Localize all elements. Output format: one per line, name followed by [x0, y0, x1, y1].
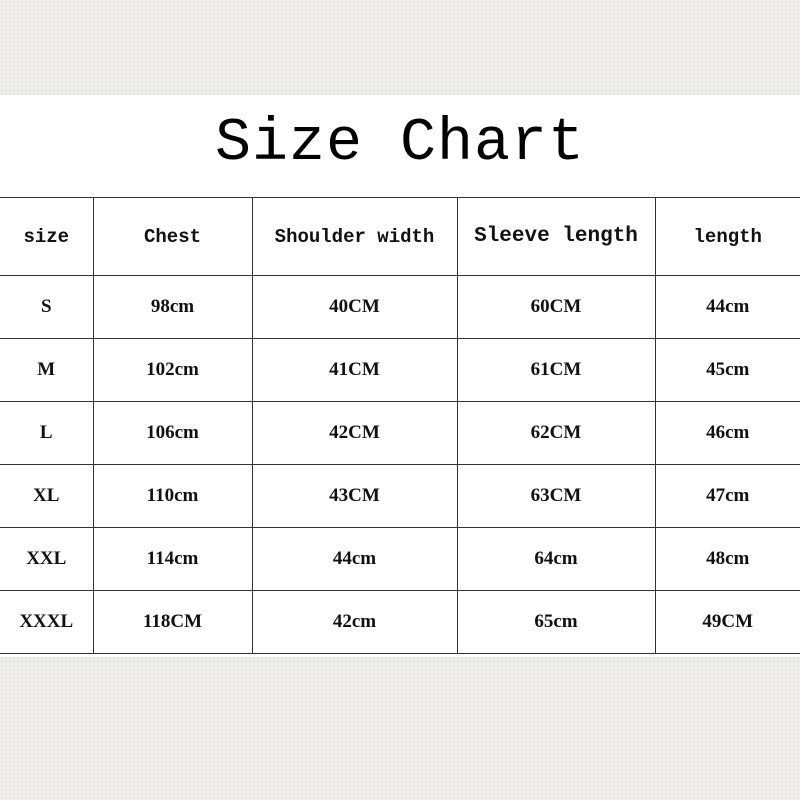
cell-chest: 106cm — [92, 401, 253, 465]
cell-sleeve-length: 63CM — [456, 464, 656, 528]
cell-sleeve-length: 61CM — [456, 338, 656, 402]
cell-sleeve-length: 65cm — [456, 590, 656, 654]
table-row: XXXL 118CM 42cm 65cm 49CM — [0, 590, 800, 654]
header-sleeve-length: Sleeve length — [456, 197, 656, 276]
header-shoulder-width: Shoulder width — [251, 197, 458, 276]
cell-shoulder-width: 41CM — [251, 338, 458, 402]
cell-size: L — [0, 401, 94, 465]
table-row: XL 110cm 43CM 63CM 47cm — [0, 464, 800, 528]
cell-chest: 114cm — [92, 527, 253, 591]
cell-shoulder-width: 42CM — [251, 401, 458, 465]
size-table: size Chest Shoulder width Sleeve length … — [0, 197, 800, 654]
cell-shoulder-width: 40CM — [251, 275, 458, 339]
cell-length: 44cm — [654, 275, 800, 339]
cell-shoulder-width: 42cm — [251, 590, 458, 654]
table-row: M 102cm 41CM 61CM 45cm — [0, 338, 800, 402]
cell-sleeve-length: 62CM — [456, 401, 656, 465]
cell-chest: 110cm — [92, 464, 253, 528]
cell-sleeve-length: 60CM — [456, 275, 656, 339]
table-row: S 98cm 40CM 60CM 44cm — [0, 275, 800, 339]
cell-chest: 118CM — [92, 590, 253, 654]
cell-size: M — [0, 338, 94, 402]
cell-length: 49CM — [654, 590, 800, 654]
page-title: Size Chart — [214, 110, 586, 178]
header-row: size Chest Shoulder width Sleeve length … — [0, 197, 800, 276]
table-row: XXL 114cm 44cm 64cm 48cm — [0, 527, 800, 591]
cell-chest: 98cm — [92, 275, 253, 339]
table-row: L 106cm 42CM 62CM 46cm — [0, 401, 800, 465]
cell-sleeve-length: 64cm — [456, 527, 656, 591]
cell-chest: 102cm — [92, 338, 253, 402]
cell-length: 47cm — [654, 464, 800, 528]
cell-shoulder-width: 43CM — [251, 464, 458, 528]
cell-shoulder-width: 44cm — [251, 527, 458, 591]
cell-length: 46cm — [654, 401, 800, 465]
cell-length: 48cm — [654, 527, 800, 591]
cell-size: XXXL — [0, 590, 94, 654]
header-chest: Chest — [92, 197, 253, 276]
cell-size: XL — [0, 464, 94, 528]
header-length: length — [654, 197, 800, 276]
cell-size: XXL — [0, 527, 94, 591]
cell-length: 45cm — [654, 338, 800, 402]
cell-size: S — [0, 275, 94, 339]
header-size: size — [0, 197, 94, 276]
